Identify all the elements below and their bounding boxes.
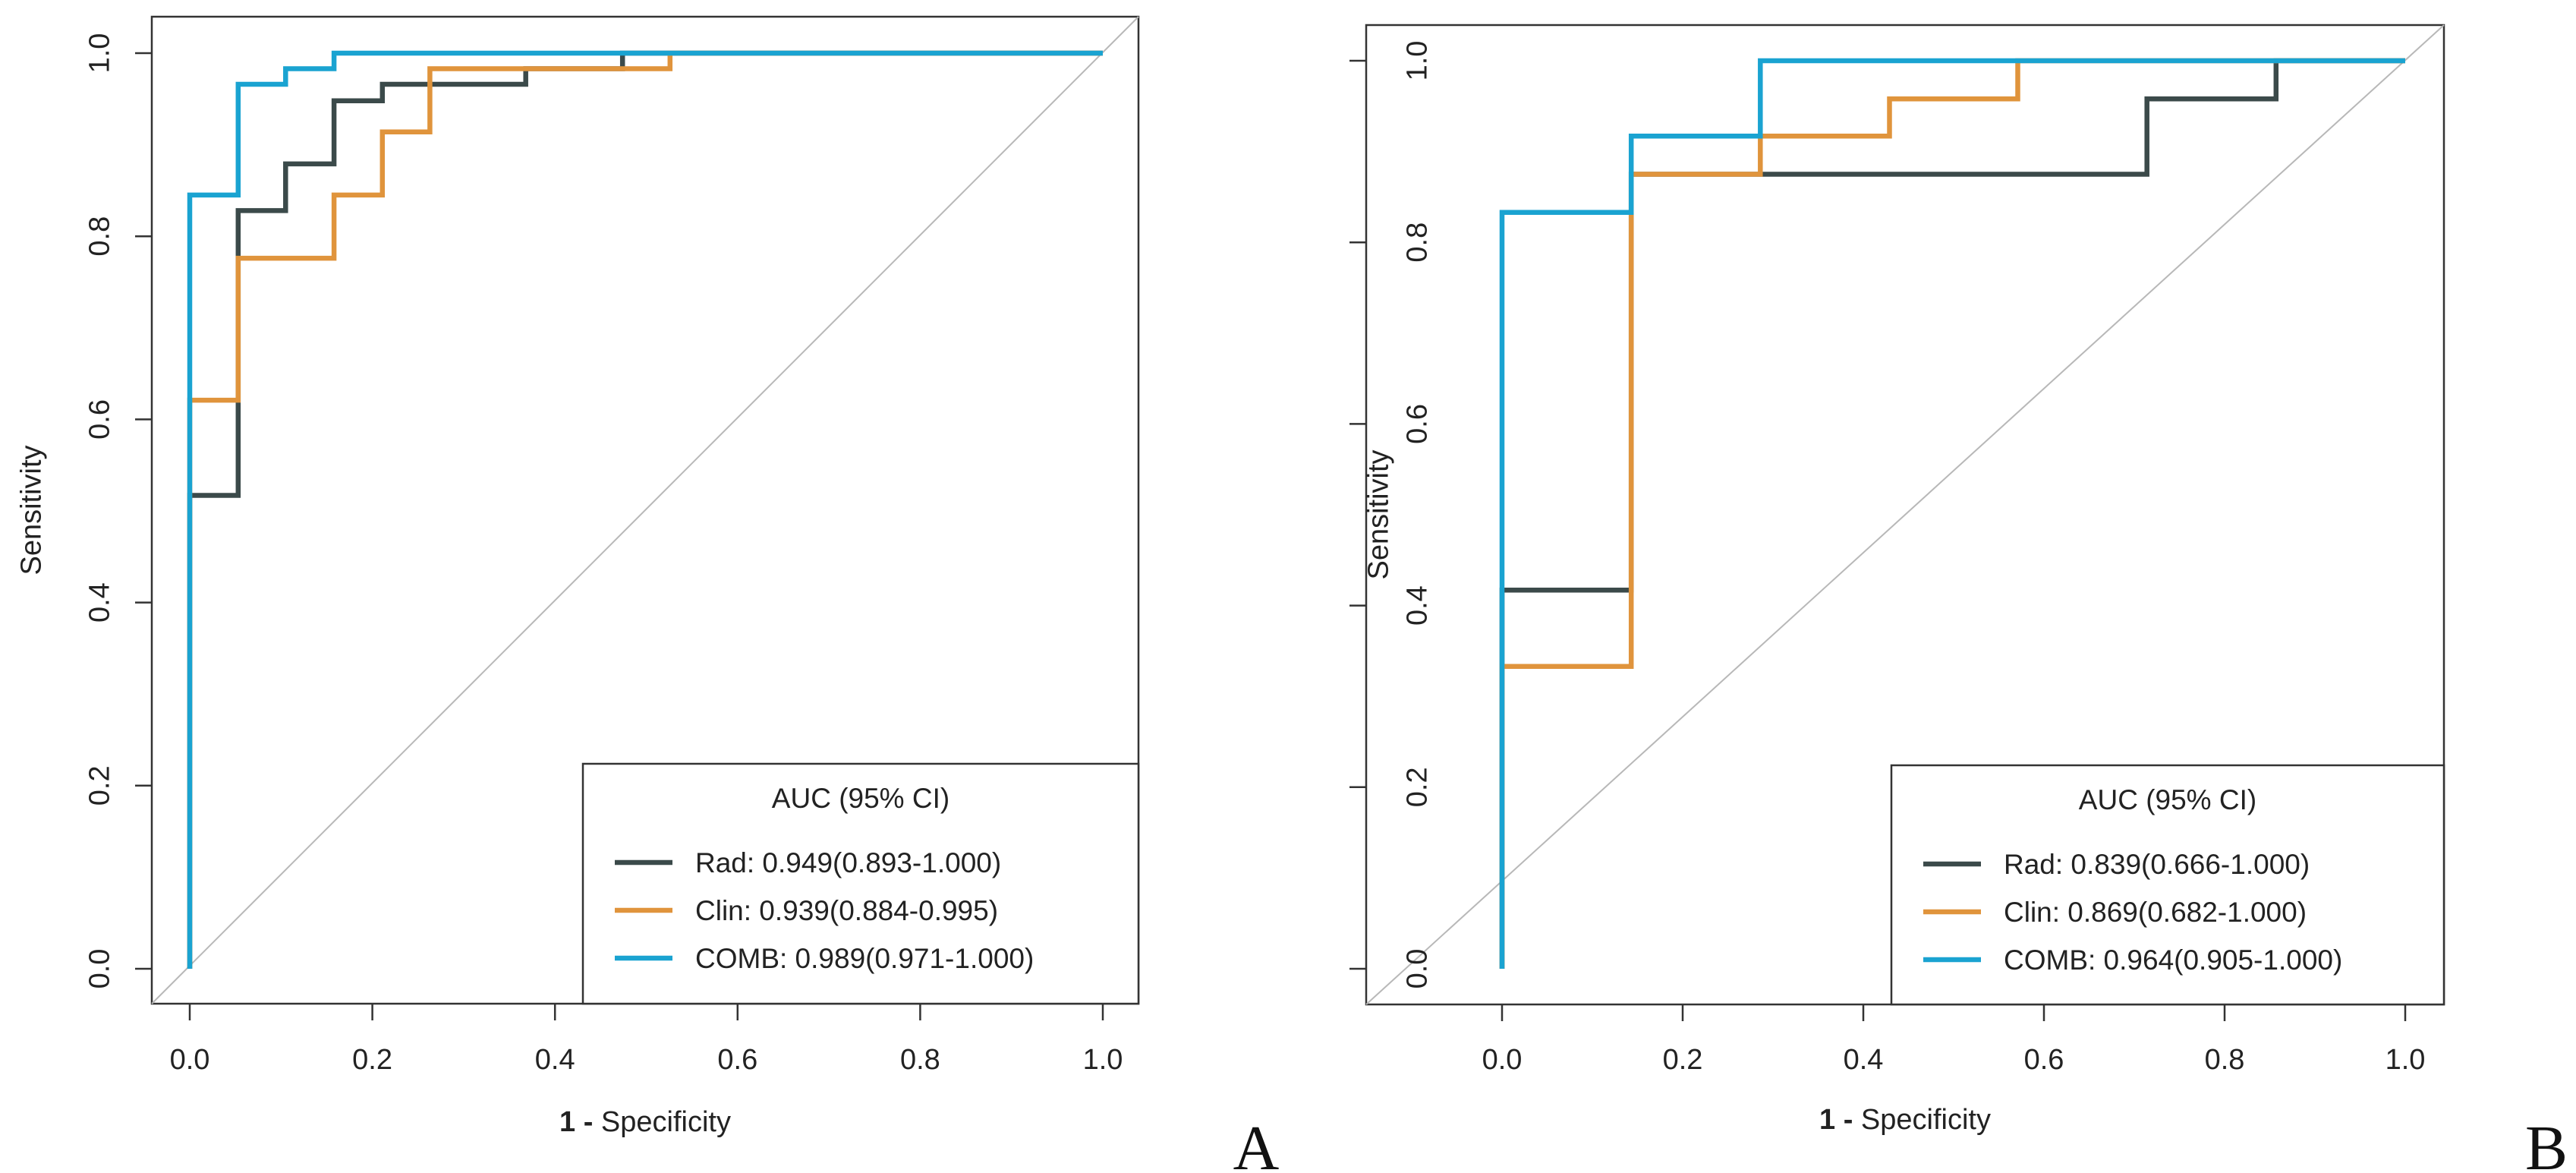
x-tick-label: 0.4 bbox=[1844, 1044, 1884, 1076]
y-tick-label: 1.0 bbox=[1401, 41, 1433, 81]
x-axis-title-rest: Specificity bbox=[1861, 1104, 1991, 1136]
roc-curve-clin bbox=[187, 50, 1103, 969]
x-axis-title-bold: 1 - bbox=[559, 1106, 601, 1138]
x-tick-label: 1.0 bbox=[2385, 1044, 2426, 1076]
legend-entry-comb: COMB: 0.964(0.905-1.000) bbox=[2004, 944, 2342, 976]
y-tick-label: 0.6 bbox=[1401, 404, 1433, 444]
y-tick-label: 0.0 bbox=[83, 949, 115, 989]
x-axis-title: 1 - Specificity bbox=[1819, 1104, 1991, 1136]
y-tick-label: 0.2 bbox=[1401, 767, 1433, 807]
y-axis-title: Sensitivity bbox=[15, 445, 47, 575]
legend-title: AUC (95% CI) bbox=[772, 783, 949, 814]
y-tick-label: 0.0 bbox=[1401, 949, 1433, 989]
x-tick-label: 0.2 bbox=[352, 1044, 392, 1076]
legend-entry-rad: Rad: 0.949(0.893-1.000) bbox=[695, 847, 1001, 878]
roc-curve-comb bbox=[1499, 58, 2405, 969]
legend-entry-clin: Clin: 0.869(0.682-1.000) bbox=[2004, 897, 2307, 928]
x-tick-label: 0.8 bbox=[2205, 1044, 2245, 1076]
y-tick-label: 0.8 bbox=[1401, 222, 1433, 263]
legend-box bbox=[1890, 764, 2445, 1006]
x-tick-label: 0.0 bbox=[170, 1044, 210, 1076]
x-tick-label: 0.4 bbox=[535, 1044, 575, 1076]
y-tick-label: 0.6 bbox=[83, 399, 115, 440]
panel-letter: B bbox=[2525, 1113, 2568, 1173]
x-tick-label: 1.0 bbox=[1083, 1044, 1123, 1076]
x-tick-label: 0.0 bbox=[1482, 1044, 1523, 1076]
legend-entry-rad: Rad: 0.839(0.666-1.000) bbox=[2004, 849, 2310, 880]
x-axis-title-rest: Specificity bbox=[601, 1106, 731, 1138]
y-tick-label: 0.4 bbox=[1401, 585, 1433, 626]
y-tick-label: 0.2 bbox=[83, 765, 115, 806]
roc-curve-comb bbox=[187, 50, 1103, 969]
x-tick-label: 0.6 bbox=[2024, 1044, 2064, 1076]
panel-letter: A bbox=[1233, 1113, 1280, 1173]
reference-diagonal bbox=[151, 16, 1139, 1004]
y-tick-label: 1.0 bbox=[83, 33, 115, 74]
legend-title: AUC (95% CI) bbox=[2079, 784, 2256, 815]
roc-panel-b: 0.0 0.2 0.4 0.6 0.8 1.0 0.0 0.2 0.4 0.6 0.8 1.0 Sens… bbox=[1349, 24, 2568, 1173]
legend-box bbox=[581, 762, 1140, 1005]
x-axis-title: 1 - Specificity bbox=[559, 1106, 731, 1138]
reference-diagonal bbox=[1365, 24, 2445, 1005]
legend-entry-clin: Clin: 0.939(0.884-0.995) bbox=[695, 895, 998, 926]
y-axis-title: Sensitivity bbox=[1362, 449, 1394, 579]
y-tick-label: 0.4 bbox=[83, 582, 115, 623]
x-tick-label: 0.8 bbox=[900, 1044, 940, 1076]
legend-entry-comb: COMB: 0.989(0.971-1.000) bbox=[695, 943, 1034, 974]
roc-curve-rad bbox=[1499, 58, 2405, 969]
x-axis-title-bold: 1 - bbox=[1819, 1104, 1861, 1136]
roc-panel-a: 0.0 0.2 0.4 0.6 0.8 1.0 0.0 0.2 0.4 0.6 0.8 1.0 Sens… bbox=[15, 15, 1280, 1173]
y-tick-label: 0.8 bbox=[83, 216, 115, 257]
x-tick-label: 0.6 bbox=[717, 1044, 757, 1076]
x-tick-label: 0.2 bbox=[1663, 1044, 1703, 1076]
